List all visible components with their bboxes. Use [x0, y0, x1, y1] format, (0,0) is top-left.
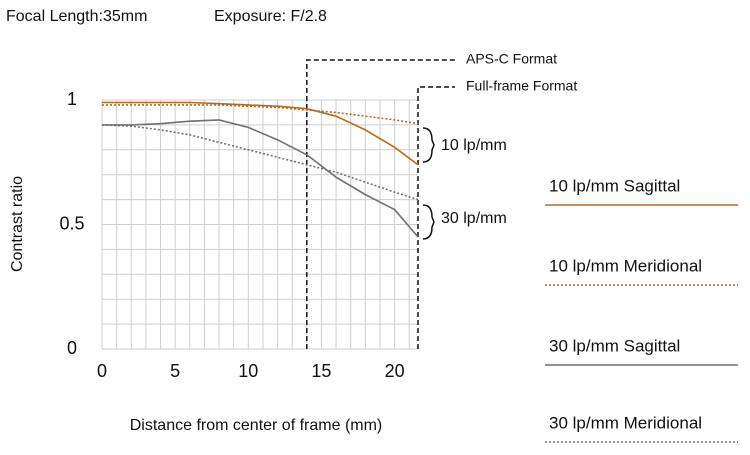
group-label: 10 lp/mm: [441, 137, 507, 154]
group-label: 30 lp/mm: [441, 210, 507, 227]
legend-label: 30 lp/mm Meridional: [549, 413, 702, 432]
brace: [422, 204, 435, 240]
format-line: [306, 59, 455, 349]
x-tick-label: 20: [385, 361, 405, 381]
x-axis-label: Distance from center of frame (mm): [130, 417, 383, 434]
y-tick-label: 0.5: [59, 213, 84, 233]
format-label: Full-frame Format: [466, 78, 577, 94]
format-label: APS-C Format: [466, 51, 557, 67]
chart-title: Focal Length:35mm: [6, 8, 147, 25]
y-tick-label: 1: [67, 89, 77, 109]
y-axis-label: Contrast ratio: [9, 176, 26, 272]
legend-label: 30 lp/mm Sagittal: [549, 336, 680, 355]
x-tick-label: 0: [97, 361, 107, 381]
series-line: [102, 104, 419, 125]
legend-label: 10 lp/mm Meridional: [549, 256, 702, 275]
y-tick-label: 0: [67, 338, 77, 358]
series-line: [101, 124, 419, 201]
x-tick-label: 15: [311, 361, 331, 381]
x-tick-label: 10: [238, 361, 258, 381]
brace: [422, 127, 435, 163]
series-line: [102, 119, 419, 238]
chart-subtitle: Exposure: F/2.8: [214, 8, 327, 25]
x-tick-label: 5: [170, 361, 180, 381]
legend-label: 10 lp/mm Sagittal: [549, 176, 680, 195]
series-line: [102, 101, 419, 166]
